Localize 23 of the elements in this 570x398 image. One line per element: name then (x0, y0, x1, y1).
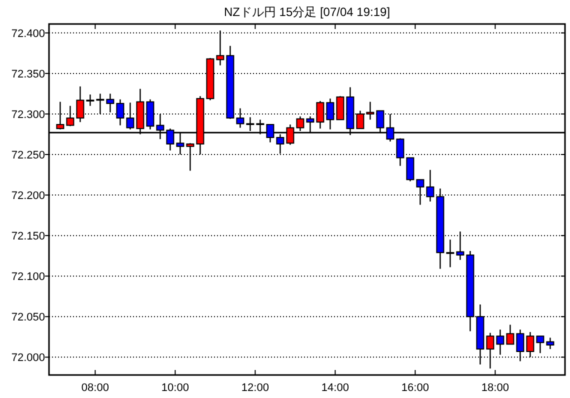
y-tick-label: 72.250 (11, 150, 45, 162)
candlestick (496, 329, 504, 356)
x-tick-label: 16:00 (401, 382, 429, 394)
candlestick (546, 337, 554, 350)
y-tick-label: 72.200 (11, 190, 45, 202)
y-tick-label: 72.150 (11, 230, 45, 243)
candlestick (536, 335, 544, 354)
x-tick-label: 10:00 (161, 382, 189, 394)
y-tick-label: 72.050 (11, 312, 45, 324)
x-tick-label: 18:00 (481, 382, 509, 394)
candlestick (86, 94, 94, 106)
x-tick-label: 14:00 (321, 382, 349, 394)
candlestick (506, 324, 514, 345)
candlestick (446, 239, 454, 268)
chart-title: NZドル円 15分足 [07/04 19:19] (224, 5, 390, 19)
x-tick-label: 08:00 (81, 382, 109, 394)
y-tick-label: 72.350 (11, 68, 45, 80)
x-tick-label: 12:00 (241, 382, 269, 394)
y-tick-label: 72.000 (11, 352, 45, 364)
candlestick (406, 157, 414, 182)
y-tick-label: 72.300 (11, 108, 45, 121)
y-tick-label: 72.400 (11, 28, 45, 40)
y-tick-label: 72.100 (11, 271, 45, 284)
